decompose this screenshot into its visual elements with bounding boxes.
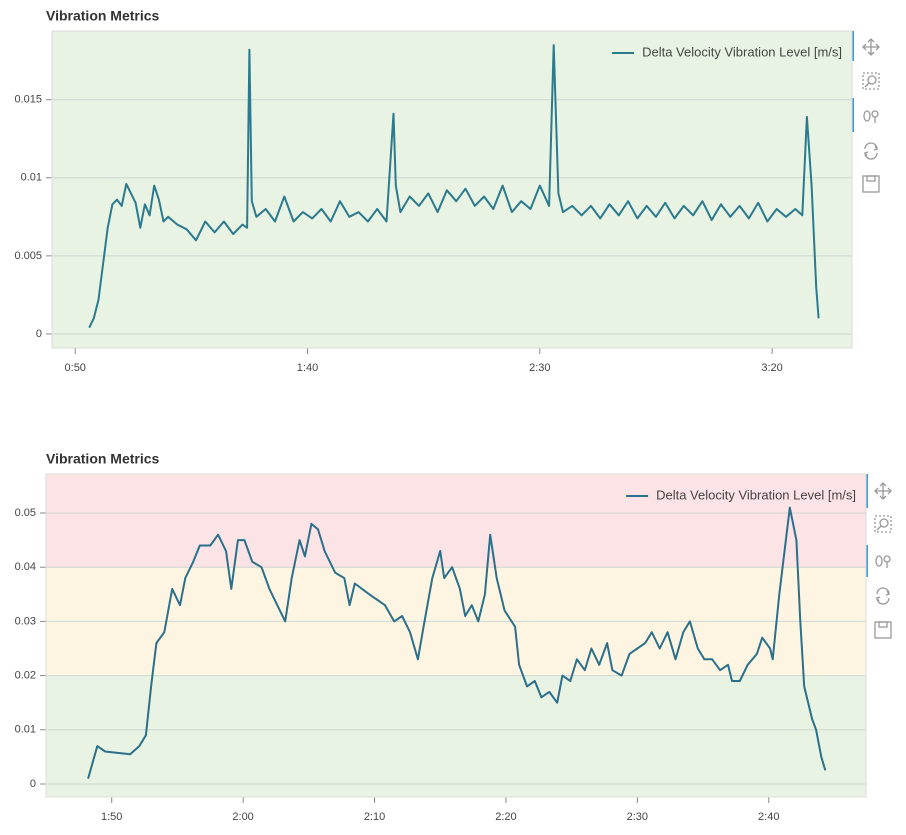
y-tick-label: 0.03	[15, 615, 36, 627]
x-tick-label: 2:30	[627, 811, 648, 823]
zoom-tool[interactable]	[862, 72, 880, 90]
y-tick-label: 0	[36, 328, 42, 340]
threshold-band	[46, 474, 866, 568]
wheel-zoom-tool[interactable]	[863, 110, 879, 123]
toolbar	[851, 31, 892, 639]
x-tick-label: 3:20	[761, 362, 782, 374]
y-tick-label: 0.02	[15, 670, 36, 682]
y-tick-label: 0.005	[14, 250, 42, 262]
x-tick-label: 1:50	[101, 811, 122, 823]
y-tick-label: 0.04	[15, 561, 36, 573]
plot-frame	[45, 473, 867, 798]
x-tick-label: 2:00	[232, 811, 253, 823]
x-tick-label: 2:20	[495, 811, 516, 823]
y-tick-label: 0.01	[15, 724, 36, 736]
legend-label: Delta Velocity Vibration Level [m/s]	[642, 44, 842, 59]
chart-title: Vibration Metrics	[46, 451, 160, 467]
chart-title: Vibration Metrics	[46, 8, 160, 24]
chart: Vibration Metrics 0 0.005 0.01 0.015 0:50 1:40…	[14, 8, 853, 374]
series-line	[87, 506, 827, 779]
pan-tool[interactable]	[874, 482, 892, 500]
save-tool[interactable]	[862, 175, 880, 193]
wheel-zoom-tool[interactable]	[875, 555, 891, 568]
reset-tool[interactable]	[875, 587, 891, 605]
y-tick-label: 0	[30, 778, 36, 790]
reset-tool[interactable]	[863, 142, 879, 160]
chart: Vibration Metrics 0 0.01 0.02 0.03 0.04 0.05 1:…	[15, 451, 867, 823]
y-tick-label: 0.015	[14, 94, 42, 106]
threshold-band	[52, 31, 852, 348]
legend-label: Delta Velocity Vibration Level [m/s]	[656, 487, 856, 502]
pan-tool[interactable]	[862, 38, 880, 56]
x-tick-label: 2:10	[364, 811, 385, 823]
x-tick-label: 0:50	[65, 362, 86, 374]
x-tick-label: 1:40	[297, 362, 318, 374]
y-tick-label: 0.01	[21, 172, 42, 184]
threshold-band	[46, 675, 866, 797]
plot-frame	[51, 30, 853, 349]
y-tick-label: 0.05	[15, 507, 36, 519]
x-tick-label: 2:30	[529, 362, 550, 374]
save-tool[interactable]	[874, 621, 892, 639]
x-tick-label: 2:40	[758, 811, 779, 823]
series-line	[88, 44, 820, 329]
zoom-tool[interactable]	[874, 515, 892, 533]
